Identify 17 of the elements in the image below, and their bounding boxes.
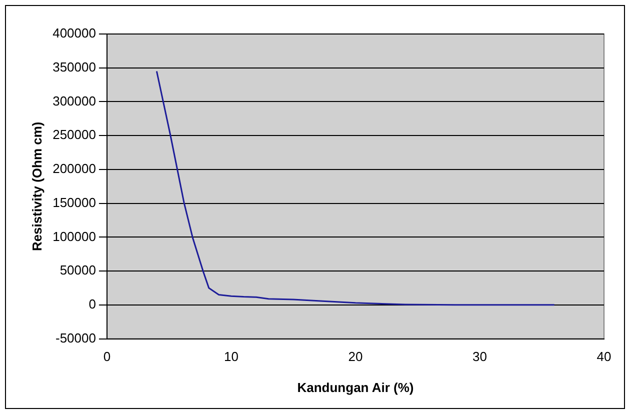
x-axis-title: Kandungan Air (%): [297, 380, 414, 395]
x-tick-label: 30: [472, 349, 487, 364]
y-tick-label: 0: [88, 296, 96, 312]
y-tick-label: 300000: [52, 93, 96, 108]
y-axis-title: Resistivity (Ohm cm): [29, 122, 44, 252]
y-tick-label: 350000: [52, 59, 96, 74]
y-tick-label: 400000: [52, 26, 96, 41]
x-tick-label: 10: [224, 349, 238, 364]
y-tick-label: 150000: [52, 194, 96, 210]
y-tick-label: 50000: [60, 262, 96, 278]
y-tick-label: -50000: [55, 330, 96, 346]
y-tick-label: 200000: [52, 161, 96, 176]
x-tick-label: 0: [103, 349, 111, 364]
x-tick-label: 40: [596, 349, 612, 364]
y-tick-label: 250000: [52, 127, 96, 142]
x-tick-label: 20: [348, 349, 363, 364]
y-tick-label: 100000: [52, 228, 96, 244]
